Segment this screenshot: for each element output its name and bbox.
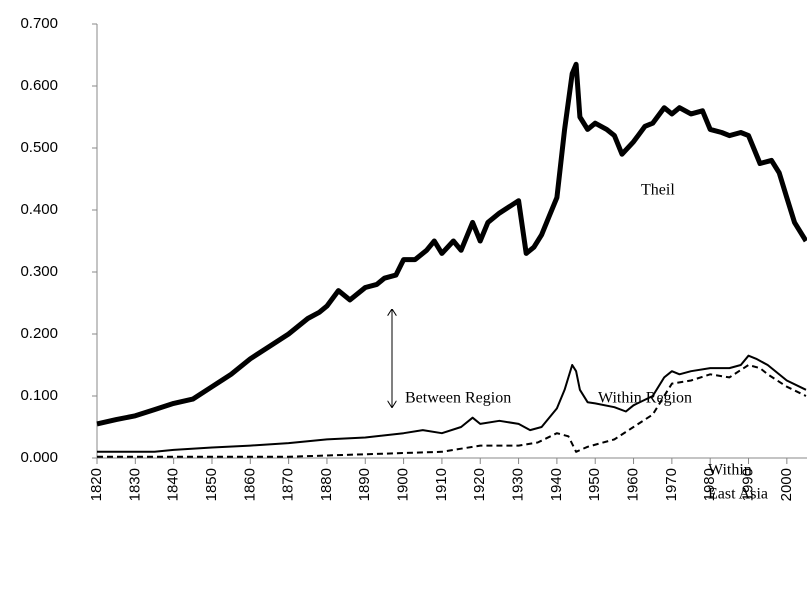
y-tick-label: 0.200 [20,325,58,342]
y-tick-label: 0.500 [20,139,58,156]
annotation: East Asia [708,486,768,503]
y-tick-label: 0.400 [20,201,58,218]
annotation: Between Region [405,390,511,407]
annotation: Within Region [598,390,692,407]
x-tick-label: 1910 [433,468,450,501]
x-tick-label: 1890 [356,468,373,501]
x-tick-label: 1900 [395,468,412,501]
series-line [96,61,807,427]
x-tick-label: 1940 [548,468,565,501]
x-tick-label: 1960 [625,468,642,501]
x-tick-label: 1840 [165,468,182,501]
series-line [97,354,807,453]
annotation: Within [708,462,752,479]
x-tick-label: 1970 [663,468,680,501]
x-tick-label: 1930 [510,468,527,501]
series-line [97,364,807,458]
x-tick-label: 2000 [778,468,795,501]
x-tick-label: 1860 [241,468,258,501]
x-tick-label: 1820 [88,468,105,501]
x-tick-label: 1980 [701,468,718,501]
y-tick-label: 0.000 [20,449,58,466]
x-tick-label: 1850 [203,468,220,501]
annotation: Theil [641,182,675,199]
y-tick-label: 0.100 [20,387,58,404]
x-tick-label: 1880 [318,468,335,501]
x-tick-label: 1920 [471,468,488,501]
x-tick-label: 1950 [586,468,603,501]
y-tick-label: 0.300 [20,263,58,280]
y-tick-label: 0.600 [20,77,58,94]
x-tick-label: 1830 [126,468,143,501]
y-tick-label: 0.700 [20,15,58,32]
x-tick-label: 1990 [739,468,756,501]
x-tick-label: 1870 [280,468,297,501]
